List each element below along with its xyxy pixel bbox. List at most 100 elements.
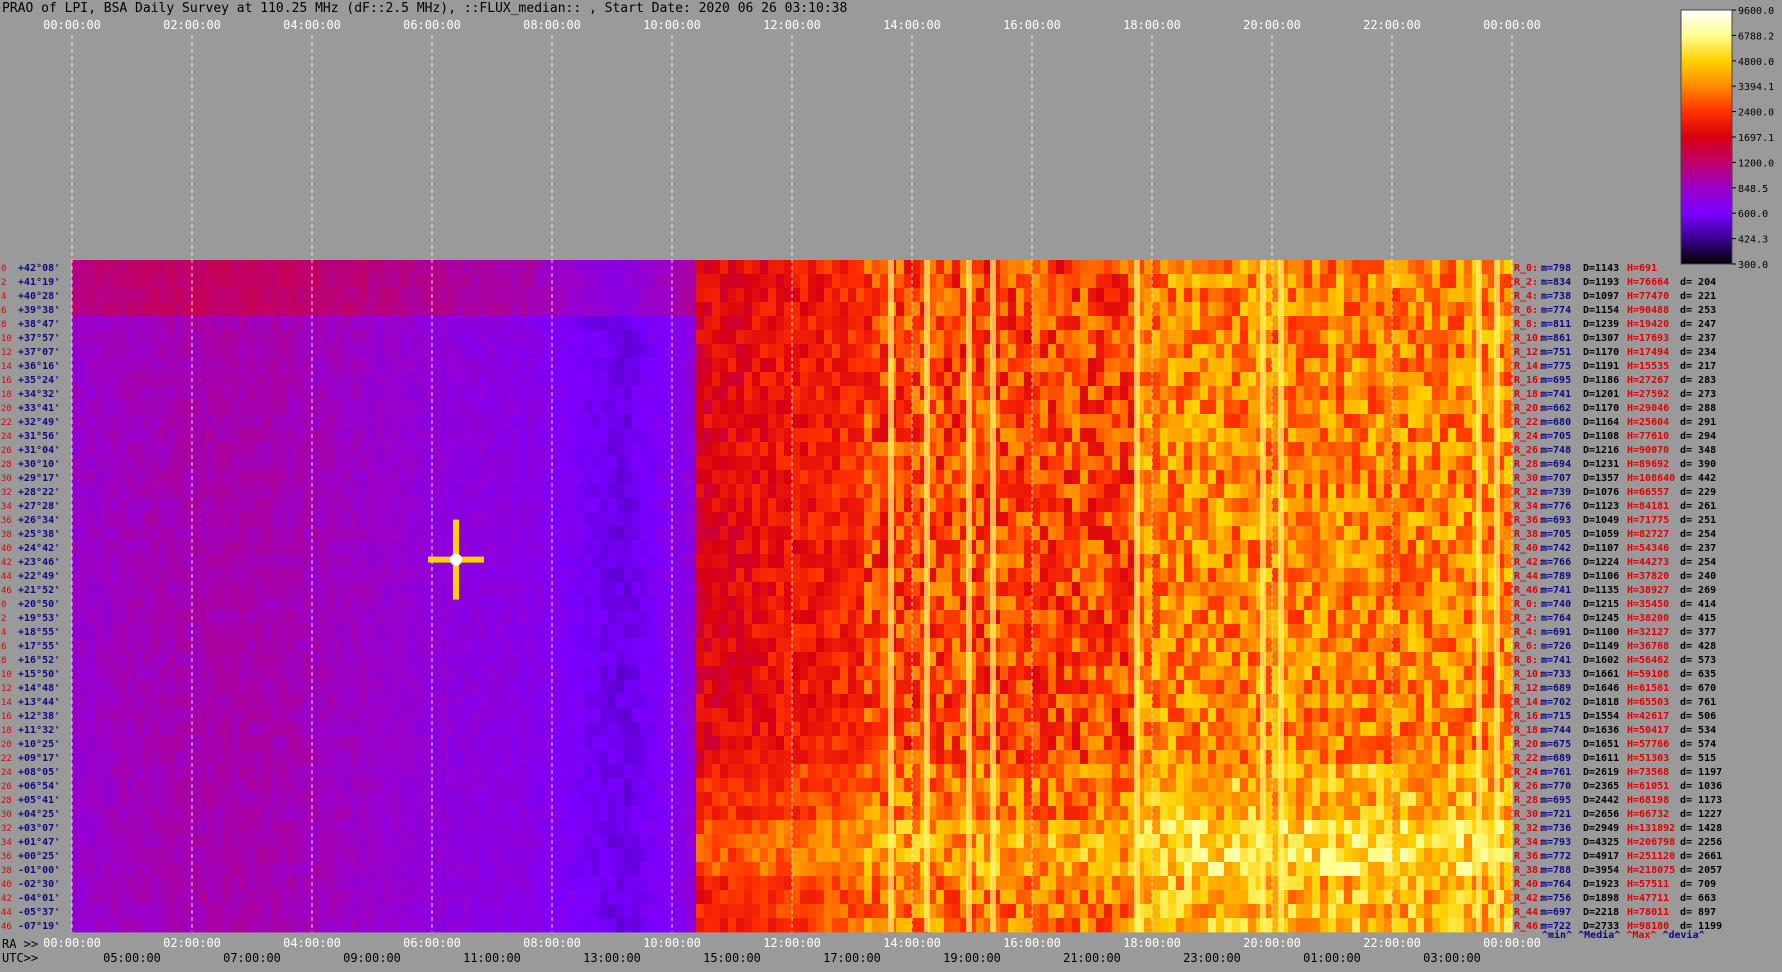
heatmap-cell bbox=[1224, 582, 1233, 597]
heatmap-cell bbox=[216, 470, 225, 485]
heatmap-cell bbox=[104, 316, 113, 331]
heatmap-cell bbox=[800, 540, 809, 555]
heatmap-cell bbox=[200, 400, 209, 415]
heatmap-cell bbox=[1136, 442, 1145, 457]
heatmap-cell bbox=[1064, 414, 1073, 429]
heatmap-cell bbox=[1384, 372, 1393, 387]
heatmap-cell bbox=[232, 316, 241, 331]
heatmap-cell bbox=[840, 358, 849, 373]
heatmap-cell bbox=[840, 596, 849, 611]
heatmap-cell bbox=[1144, 540, 1153, 555]
heatmap-cell bbox=[968, 456, 977, 471]
heatmap-cell bbox=[288, 470, 297, 485]
heatmap-cell bbox=[1488, 526, 1497, 541]
heatmap-cell bbox=[1464, 344, 1473, 359]
heatmap-cell bbox=[632, 288, 641, 303]
heatmap-cell bbox=[160, 498, 169, 513]
heatmap-cell bbox=[1424, 484, 1433, 499]
heatmap-cell bbox=[976, 638, 985, 653]
heatmap-cell bbox=[408, 624, 417, 639]
heatmap-cell bbox=[744, 330, 753, 345]
heatmap-cell bbox=[1072, 442, 1081, 457]
heatmap-cell bbox=[1424, 316, 1433, 331]
heatmap-cell bbox=[1208, 316, 1217, 331]
heatmap-cell bbox=[1112, 526, 1121, 541]
heatmap-cell bbox=[784, 596, 793, 611]
heatmap-cell bbox=[392, 442, 401, 457]
heatmap-cell bbox=[440, 456, 449, 471]
heatmap-cell bbox=[840, 442, 849, 457]
heatmap-cell bbox=[384, 358, 393, 373]
heatmap-cell bbox=[1352, 596, 1361, 611]
heatmap-cell bbox=[808, 624, 817, 639]
heatmap-cell bbox=[1320, 498, 1329, 513]
heatmap-cell bbox=[912, 610, 921, 625]
heatmap-cell bbox=[376, 596, 385, 611]
heatmap-cell bbox=[504, 624, 513, 639]
heatmap-cell bbox=[344, 582, 353, 597]
heatmap-cell bbox=[952, 498, 961, 513]
heatmap-cell bbox=[1048, 302, 1057, 317]
heatmap-cell bbox=[544, 386, 553, 401]
heatmap-cell bbox=[392, 596, 401, 611]
heatmap-cell bbox=[1440, 400, 1449, 415]
heatmap-cell bbox=[200, 358, 209, 373]
heatmap-cell bbox=[1280, 302, 1289, 317]
heatmap-cell bbox=[1136, 316, 1145, 331]
heatmap-cell bbox=[208, 512, 217, 527]
heatmap-cell bbox=[1072, 470, 1081, 485]
heatmap-cell bbox=[1408, 372, 1417, 387]
heatmap-cell bbox=[1456, 428, 1465, 443]
heatmap-cell bbox=[1464, 456, 1473, 471]
heatmap-cell bbox=[168, 428, 177, 443]
heatmap-cell bbox=[392, 456, 401, 471]
heatmap-cell bbox=[824, 456, 833, 471]
heatmap-cell bbox=[1224, 624, 1233, 639]
heatmap-cell bbox=[160, 386, 169, 401]
heatmap-cell bbox=[392, 554, 401, 569]
heatmap-cell bbox=[1288, 316, 1297, 331]
heatmap-cell bbox=[344, 330, 353, 345]
heatmap-cell bbox=[320, 498, 329, 513]
heatmap-cell bbox=[1128, 330, 1137, 345]
heatmap-cell bbox=[984, 260, 993, 275]
heatmap-cell bbox=[296, 414, 305, 429]
heatmap-cell bbox=[624, 288, 633, 303]
heatmap-cell bbox=[984, 582, 993, 597]
heatmap-cell bbox=[760, 498, 769, 513]
heatmap-cell bbox=[632, 484, 641, 499]
heatmap-cell bbox=[1408, 316, 1417, 331]
heatmap-cell bbox=[1328, 456, 1337, 471]
heatmap-cell bbox=[504, 582, 513, 597]
heatmap-cell bbox=[1408, 344, 1417, 359]
heatmap-cell bbox=[1120, 414, 1129, 429]
heatmap-cell bbox=[1368, 288, 1377, 303]
heatmap-cell bbox=[792, 526, 801, 541]
heatmap-cell bbox=[344, 386, 353, 401]
heatmap-cell bbox=[368, 456, 377, 471]
heatmap-cell bbox=[1368, 470, 1377, 485]
heatmap-cell bbox=[424, 358, 433, 373]
heatmap-cell bbox=[248, 414, 257, 429]
heatmap-cell bbox=[720, 428, 729, 443]
heatmap-cell bbox=[648, 372, 657, 387]
heatmap-cell bbox=[808, 386, 817, 401]
heatmap-cell bbox=[856, 470, 865, 485]
heatmap-cell bbox=[1192, 302, 1201, 317]
heatmap-cell bbox=[1288, 512, 1297, 527]
heatmap-cell bbox=[360, 610, 369, 625]
heatmap-cell bbox=[432, 540, 441, 555]
heatmap-cell bbox=[792, 582, 801, 597]
heatmap-cell bbox=[240, 386, 249, 401]
heatmap-cell bbox=[1168, 344, 1177, 359]
heatmap-cell bbox=[712, 512, 721, 527]
heatmap-cell bbox=[272, 456, 281, 471]
heatmap-cell bbox=[1208, 288, 1217, 303]
heatmap-cell bbox=[288, 512, 297, 527]
heatmap-cell bbox=[248, 302, 257, 317]
heatmap-cell bbox=[168, 568, 177, 583]
heatmap-cell bbox=[544, 316, 553, 331]
heatmap-cell bbox=[1056, 400, 1065, 415]
heatmap-cell bbox=[1016, 260, 1025, 275]
heatmap-cell bbox=[552, 372, 561, 387]
